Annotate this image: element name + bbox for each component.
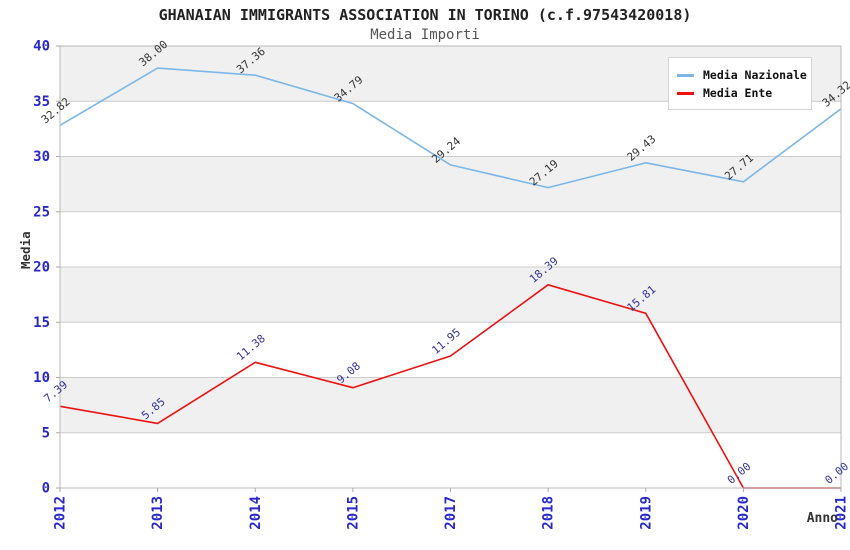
legend-label: Media Ente bbox=[703, 86, 773, 100]
series-line-media-ente bbox=[59, 283, 841, 489]
x-tick-label: 2021 bbox=[834, 496, 850, 530]
legend-item-media-nazionale: Media Nazionale bbox=[677, 67, 807, 83]
y-tick-label: 40 bbox=[33, 39, 50, 55]
x-tick-label: 2015 bbox=[345, 496, 361, 530]
y-tick-label: 35 bbox=[33, 94, 50, 110]
legend-item-media-ente: Media Ente bbox=[677, 85, 805, 101]
legend-label: Media Nazionale bbox=[703, 68, 807, 82]
y-tick-label: 0 bbox=[42, 481, 50, 497]
y-tick-label: 30 bbox=[33, 149, 50, 165]
chart-subtitle: Media Importi bbox=[370, 27, 480, 43]
plot-band bbox=[60, 432, 841, 488]
x-tick-label: 2019 bbox=[638, 496, 654, 530]
x-axis-title: Anno bbox=[806, 511, 838, 526]
y-tick-label: 5 bbox=[42, 425, 50, 441]
legend-swatch-blue-line-icon bbox=[677, 73, 694, 77]
plot-band bbox=[60, 101, 841, 157]
plot-band bbox=[60, 377, 841, 433]
chart-title: GHANAIAN IMMIGRANTS ASSOCIATION IN TORIN… bbox=[158, 6, 692, 24]
x-tick-label: 2018 bbox=[541, 496, 557, 530]
x-tick-label: 2012 bbox=[53, 496, 69, 530]
y-tick-label: 10 bbox=[33, 370, 50, 386]
y-tick-label: 20 bbox=[33, 260, 50, 276]
x-tick-label: 2013 bbox=[150, 496, 166, 530]
series-line-media-nazionale bbox=[59, 67, 842, 189]
y-tick-label: 25 bbox=[33, 204, 50, 220]
x-tick-label: 2020 bbox=[736, 496, 752, 530]
x-tick-label: 2014 bbox=[248, 496, 264, 530]
plot-band bbox=[60, 267, 841, 323]
x-tick-label: 2017 bbox=[443, 496, 459, 530]
legend-swatch-red-line-icon bbox=[677, 91, 694, 95]
plot-band bbox=[60, 211, 841, 267]
legend: Media Nazionale Media Ente bbox=[668, 57, 812, 110]
plot-band bbox=[60, 322, 841, 378]
y-tick-label: 15 bbox=[33, 315, 50, 331]
